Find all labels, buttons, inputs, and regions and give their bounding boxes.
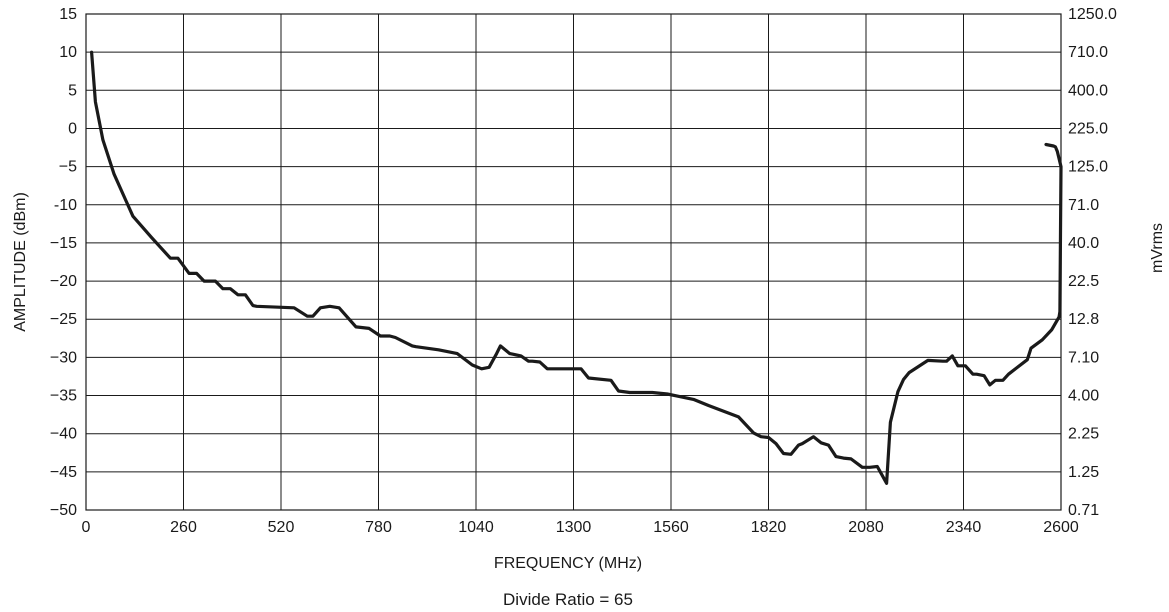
amplitude-curve — [90, 50, 1063, 485]
x-tick-label: 1300 — [556, 519, 592, 536]
y-right-tick-label: 7.10 — [1068, 349, 1099, 366]
chart-caption: Divide Ratio = 65 — [503, 590, 633, 609]
y-right-tick-label: 710.0 — [1068, 44, 1108, 61]
y-right-tick-label: 400.0 — [1068, 82, 1108, 99]
y-tick-label: −15 — [50, 235, 77, 252]
x-tick-label: 1560 — [653, 519, 689, 536]
y-tick-label: -10 — [54, 197, 77, 214]
x-tick-label: 1040 — [458, 519, 494, 536]
y-tick-label: 0 — [68, 120, 77, 137]
x-tick-labels: 0 260 520 780 1040 1300 1560 1820 2080 2340 2600 — [82, 519, 1079, 536]
x-tick-label: 520 — [268, 519, 295, 536]
y-axis-title-right: mVrms — [1149, 223, 1166, 273]
y-axis-title-left: AMPLITUDE (dBm) — [12, 192, 29, 332]
y-right-tick-label: 2.25 — [1068, 426, 1099, 443]
y-right-tick-label: 12.8 — [1068, 311, 1099, 328]
y-tick-label: −5 — [59, 159, 77, 176]
y-tick-label: −40 — [50, 426, 77, 443]
x-axis-title: FREQUENCY (MHz) — [494, 555, 642, 572]
x-tick-label: 2600 — [1043, 519, 1079, 536]
x-tick-label: 260 — [170, 519, 197, 536]
x-tick-label: 0 — [82, 519, 91, 536]
y-right-tick-label: 71.0 — [1068, 197, 1099, 214]
x-tick-label: 2340 — [946, 519, 982, 536]
y-tick-label: −35 — [50, 388, 77, 405]
y-right-tick-label: 125.0 — [1068, 159, 1108, 176]
y-tick-label: −20 — [50, 273, 77, 290]
y-tick-label: −30 — [50, 349, 77, 366]
x-tick-label: 1820 — [751, 519, 787, 536]
y-tick-label: 5 — [68, 82, 77, 99]
y-tick-label: −25 — [50, 311, 77, 328]
y-right-tick-label: 1.25 — [1068, 464, 1099, 481]
y-right-tick-label: 40.0 — [1068, 235, 1099, 252]
y-right-tick-label: 1250.0 — [1068, 6, 1117, 23]
y-right-tick-label: 22.5 — [1068, 273, 1099, 290]
x-tick-label: 780 — [365, 519, 392, 536]
y-right-tick-label: 0.71 — [1068, 502, 1099, 519]
grid-lines — [86, 14, 1061, 510]
y-tick-labels-right: 1250.0 710.0 400.0 225.0 125.0 71.0 40.0 22.5 12… — [1068, 6, 1117, 519]
y-tick-label: −45 — [50, 464, 77, 481]
y-tick-label: 15 — [59, 6, 77, 23]
y-right-tick-label: 225.0 — [1068, 120, 1108, 137]
y-right-tick-label: 4.00 — [1068, 388, 1099, 405]
y-tick-label: −50 — [50, 502, 77, 519]
y-tick-label: 10 — [59, 44, 77, 61]
y-tick-labels-left: 15 10 5 0 −5 -10 −15 −20 −25 −30 −35 −40 −45 −50 — [50, 6, 77, 519]
x-tick-label: 2080 — [848, 519, 884, 536]
